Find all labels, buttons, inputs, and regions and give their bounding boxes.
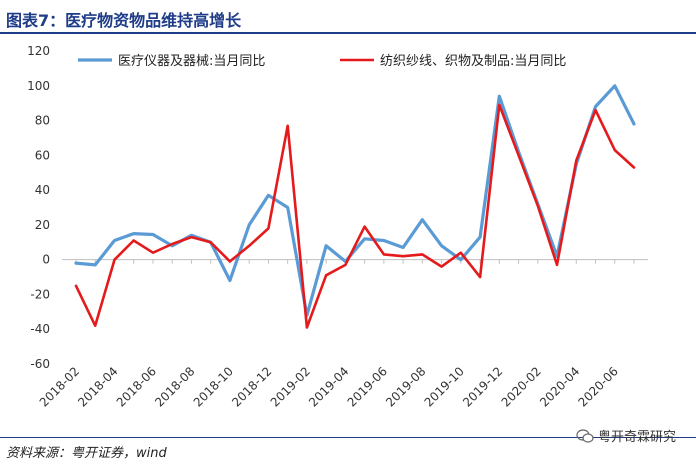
- y-axis: 120 100 80 60 40 20 0 -20 -40 -60: [27, 44, 50, 371]
- watermark: 粤开奇霖研究: [576, 426, 676, 445]
- y-tick-label: 120: [27, 44, 50, 58]
- x-tick-label: 2018-02: [37, 364, 82, 409]
- legend-label-1: 医疗仪器及器械:当月同比: [118, 54, 265, 69]
- y-tick-label: -20: [30, 287, 50, 301]
- y-tick-label: -60: [30, 357, 50, 371]
- footer-divider: [0, 437, 696, 438]
- source-note: 资料来源：粤开证券，wind: [6, 446, 167, 461]
- chart-title: 图表7：医疗物资物品维持高增长: [6, 11, 242, 30]
- watermark-text: 粤开奇霖研究: [597, 430, 676, 445]
- y-tick-label: 20: [35, 218, 50, 232]
- x-tick-label: 2018-10: [191, 364, 236, 409]
- y-tick-label: 100: [27, 79, 50, 93]
- legend: 医疗仪器及器械:当月同比 纺织纱线、织物及制品:当月同比: [78, 54, 566, 69]
- x-tick-label: 2018-12: [229, 364, 274, 409]
- x-tick-label: 2020-02: [499, 364, 544, 409]
- x-tick-label: 2018-06: [114, 364, 159, 409]
- x-axis: 2018-022018-042018-062018-082018-102018-…: [37, 259, 648, 410]
- wechat-icon: [576, 428, 594, 443]
- chart-title-bar: 图表7：医疗物资物品维持高增长: [0, 0, 696, 32]
- series-lines: [74, 84, 636, 329]
- x-tick-label: 2018-08: [152, 364, 197, 409]
- x-tick-label: 2019-08: [383, 364, 428, 409]
- x-tick-label: 2020-04: [537, 364, 582, 409]
- title-divider: [0, 32, 696, 34]
- x-tick-label: 2020-06: [576, 364, 621, 409]
- x-tick-label: 2019-06: [345, 364, 390, 409]
- y-tick-label: 80: [35, 114, 50, 128]
- y-tick-label: -40: [30, 322, 50, 336]
- y-tick-label: 60: [35, 148, 50, 162]
- series-line-1: [74, 84, 636, 317]
- x-tick-label: 2019-02: [268, 364, 313, 409]
- x-tick-label: 2019-04: [306, 364, 351, 409]
- series-line-2: [74, 103, 636, 329]
- legend-label-2: 纺织纱线、织物及制品:当月同比: [380, 54, 566, 69]
- x-tick-label: 2019-12: [460, 364, 505, 409]
- x-tick-label: 2019-10: [422, 364, 467, 409]
- y-tick-label: 0: [42, 253, 50, 267]
- x-tick-label: 2018-04: [75, 364, 120, 409]
- y-tick-label: 40: [35, 183, 50, 197]
